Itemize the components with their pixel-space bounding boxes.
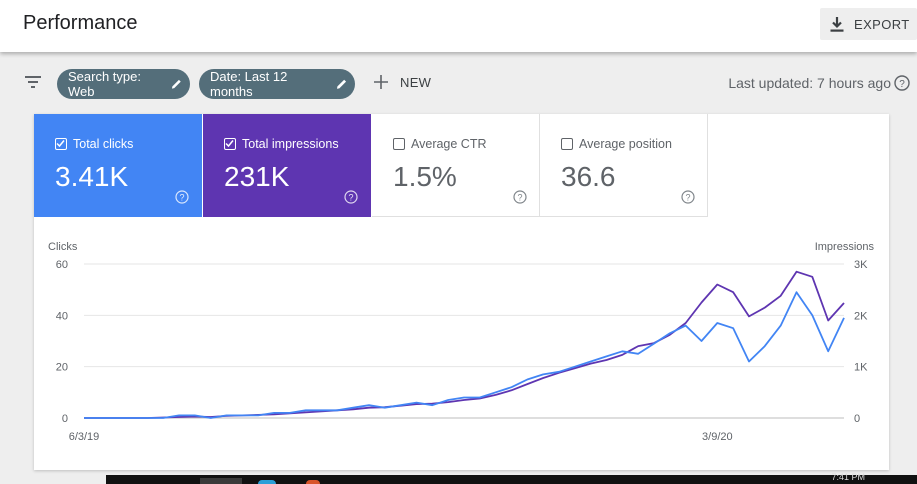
page-title: Performance [23,12,138,34]
y-left-tick-label: 60 [56,259,68,271]
y-right-tick-label: 1K [854,362,868,374]
metric-value: 36.6 [561,161,616,192]
date-range-chip-label: Date: Last 12 months [210,69,288,99]
top-bar: Performance EXPORT [0,0,917,52]
metric-tile-total-impressions[interactable]: Total impressions 231K ? [203,114,371,217]
metric-tile-average-ctr[interactable]: Average CTR 1.5% ? [372,114,540,217]
checkbox-unchecked[interactable] [393,138,405,150]
date-range-chip[interactable]: Date: Last 12 months [199,69,355,99]
series-line-impressions [84,270,845,419]
edit-icon[interactable] [336,78,348,90]
search-type-chip-label: Search type: Web [68,69,141,99]
y-left-axis-title: Clicks [48,241,78,253]
x-tick-label: 3/9/20 [702,431,733,443]
metric-value: 231K [224,161,290,192]
taskbar-app[interactable] [200,478,242,484]
svg-text:?: ? [899,79,905,90]
metric-tile-average-position[interactable]: Average position 36.6 ? [540,114,708,217]
y-left-tick-label: 20 [56,362,68,374]
os-taskbar: 7:41 PM [106,472,917,484]
y-right-axis-title: Impressions [815,241,875,253]
y-right-tick-label: 3K [854,259,868,271]
search-type-chip[interactable]: Search type: Web [57,69,190,99]
new-filter-button[interactable]: NEW [373,74,431,90]
browser-icon[interactable] [258,480,276,484]
metric-label: Average CTR [411,137,487,151]
taskbar-clock: 7:41 PM [831,472,865,482]
metric-tile-total-clicks[interactable]: Total clicks 3.41K ? [34,114,202,217]
metric-value: 3.41K [55,161,129,192]
help-icon[interactable]: ? [175,190,189,204]
y-right-tick-label: 2K [854,310,868,322]
series-line-clicks [84,291,845,419]
metric-label: Total impressions [242,137,339,151]
new-filter-label: NEW [400,74,432,90]
help-icon[interactable]: ? [681,190,695,204]
svg-text:?: ? [179,193,184,203]
check-icon [225,140,234,148]
metric-label: Average position [579,137,672,151]
download-icon [830,17,844,32]
metric-value: 1.5% [393,161,457,192]
edit-icon[interactable] [171,78,182,90]
svg-text:?: ? [348,193,353,203]
svg-text:?: ? [517,193,522,203]
export-label: EXPORT [854,16,910,32]
plus-icon [374,75,388,89]
svg-text:?: ? [685,193,690,203]
metric-label: Total clicks [73,137,134,151]
app-icon[interactable] [306,480,320,484]
checkbox-unchecked[interactable] [561,138,573,150]
help-icon[interactable]: ? [344,190,358,204]
help-icon[interactable]: ? [894,75,910,91]
y-left-tick-label: 40 [56,310,68,322]
x-tick-label: 6/3/19 [69,431,100,443]
filter-bar: Search type: Web Date: Last 12 months NE… [0,52,917,114]
performance-card: Total clicks 3.41K ? Total impressions 2… [34,114,889,470]
help-icon[interactable]: ? [513,190,527,204]
check-icon [56,140,65,148]
checkbox-checked[interactable] [55,138,67,150]
y-left-tick-label: 0 [62,413,68,425]
last-updated-text: Last updated: 7 hours ago [728,75,891,91]
filter-icon[interactable] [24,75,42,89]
checkbox-checked[interactable] [224,138,236,150]
y-right-tick-label: 0 [854,413,860,425]
export-button[interactable]: EXPORT [820,8,917,40]
performance-chart[interactable]: 0 20 40 60 0 1K 2K 3K Clicks Impressions 6/3/19 3/9… [34,234,889,464]
